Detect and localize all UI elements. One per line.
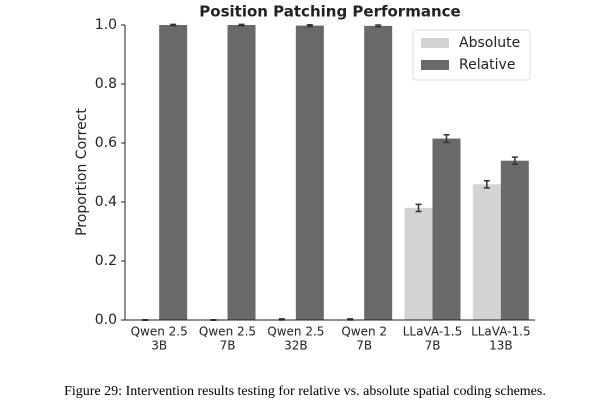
bar (500, 160, 529, 320)
x-tick-label: Qwen 2.5 (131, 325, 188, 339)
y-tick-label: 0.0 (95, 312, 117, 328)
bar (295, 25, 324, 321)
error-bar (415, 203, 422, 213)
x-tick-label: LLaVA-1.5 (403, 325, 463, 339)
error-bar (170, 23, 177, 27)
legend-swatch (421, 60, 449, 70)
y-tick-label: 0.2 (95, 253, 117, 269)
error-bar (238, 23, 245, 27)
legend-swatch (421, 38, 449, 48)
x-tick-label: Qwen 2.5 (199, 325, 256, 339)
y-tick-label: 0.4 (95, 194, 117, 210)
error-bar (306, 23, 313, 28)
bar (159, 25, 188, 320)
y-tick-label: 0.6 (95, 135, 117, 151)
bar (432, 138, 461, 320)
bar (364, 25, 393, 320)
caption: Figure 29: Intervention results testing … (64, 384, 546, 399)
error-bar (375, 24, 382, 28)
legend-label: Absolute (459, 35, 520, 51)
error-bar (483, 180, 490, 189)
x-tick-label: 13B (489, 339, 513, 353)
x-tick-label: 7B (356, 339, 372, 353)
bar (404, 207, 433, 320)
legend-label: Relative (459, 57, 515, 73)
x-tick-label: 7B (220, 339, 236, 353)
y-axis-label: Proportion Correct (74, 108, 90, 236)
y-tick-label: 1.0 (95, 17, 117, 33)
bar (472, 184, 501, 320)
x-tick-label: 3B (151, 339, 167, 353)
y-tick-label: 0.8 (95, 76, 117, 92)
error-bar (511, 156, 518, 165)
error-bar (443, 133, 450, 144)
bar (227, 25, 256, 320)
x-tick-label: Qwen 2.5 (267, 325, 324, 339)
x-tick-label: Qwen 2 (341, 325, 387, 339)
x-tick-label: LLaVA-1.5 (471, 325, 531, 339)
chart-title: Position Patching Performance (199, 3, 460, 21)
x-tick-label: 32B (284, 339, 308, 353)
x-tick-label: 7B (425, 339, 441, 353)
